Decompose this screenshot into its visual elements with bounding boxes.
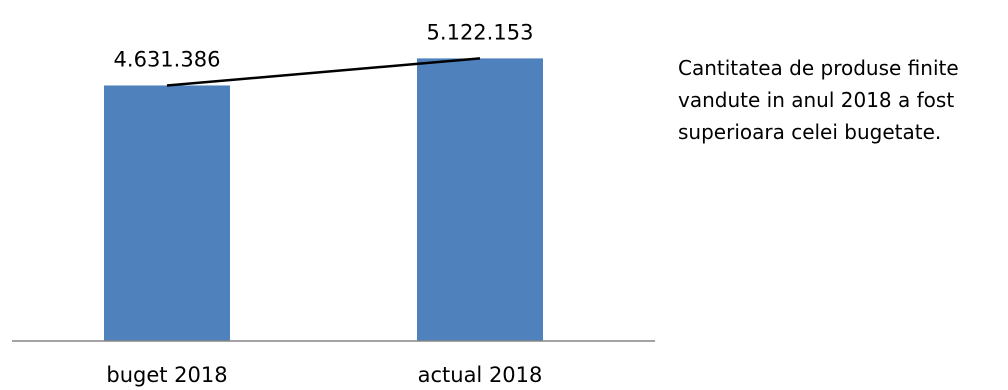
- commentary-line-3: superioara celei bugetate.: [678, 120, 942, 144]
- commentary-text: Cantitatea de produse finite vandute in …: [678, 52, 1008, 148]
- bar-chart: 4.631.386 5.122.153 buget 2018 actual 2018: [12, 20, 655, 387]
- bar-2: [417, 58, 543, 341]
- commentary-line-2: vandute in anul 2018 a fost: [678, 88, 955, 112]
- data-label-1: 4.631.386: [114, 47, 221, 71]
- category-label-2: actual 2018: [418, 363, 543, 387]
- trend-line: [166, 57, 481, 87]
- commentary-line-1: Cantitatea de produse finite: [678, 56, 959, 80]
- data-label-2: 5.122.153: [427, 20, 534, 44]
- category-label-1: buget 2018: [106, 363, 227, 387]
- bar-1: [104, 85, 230, 342]
